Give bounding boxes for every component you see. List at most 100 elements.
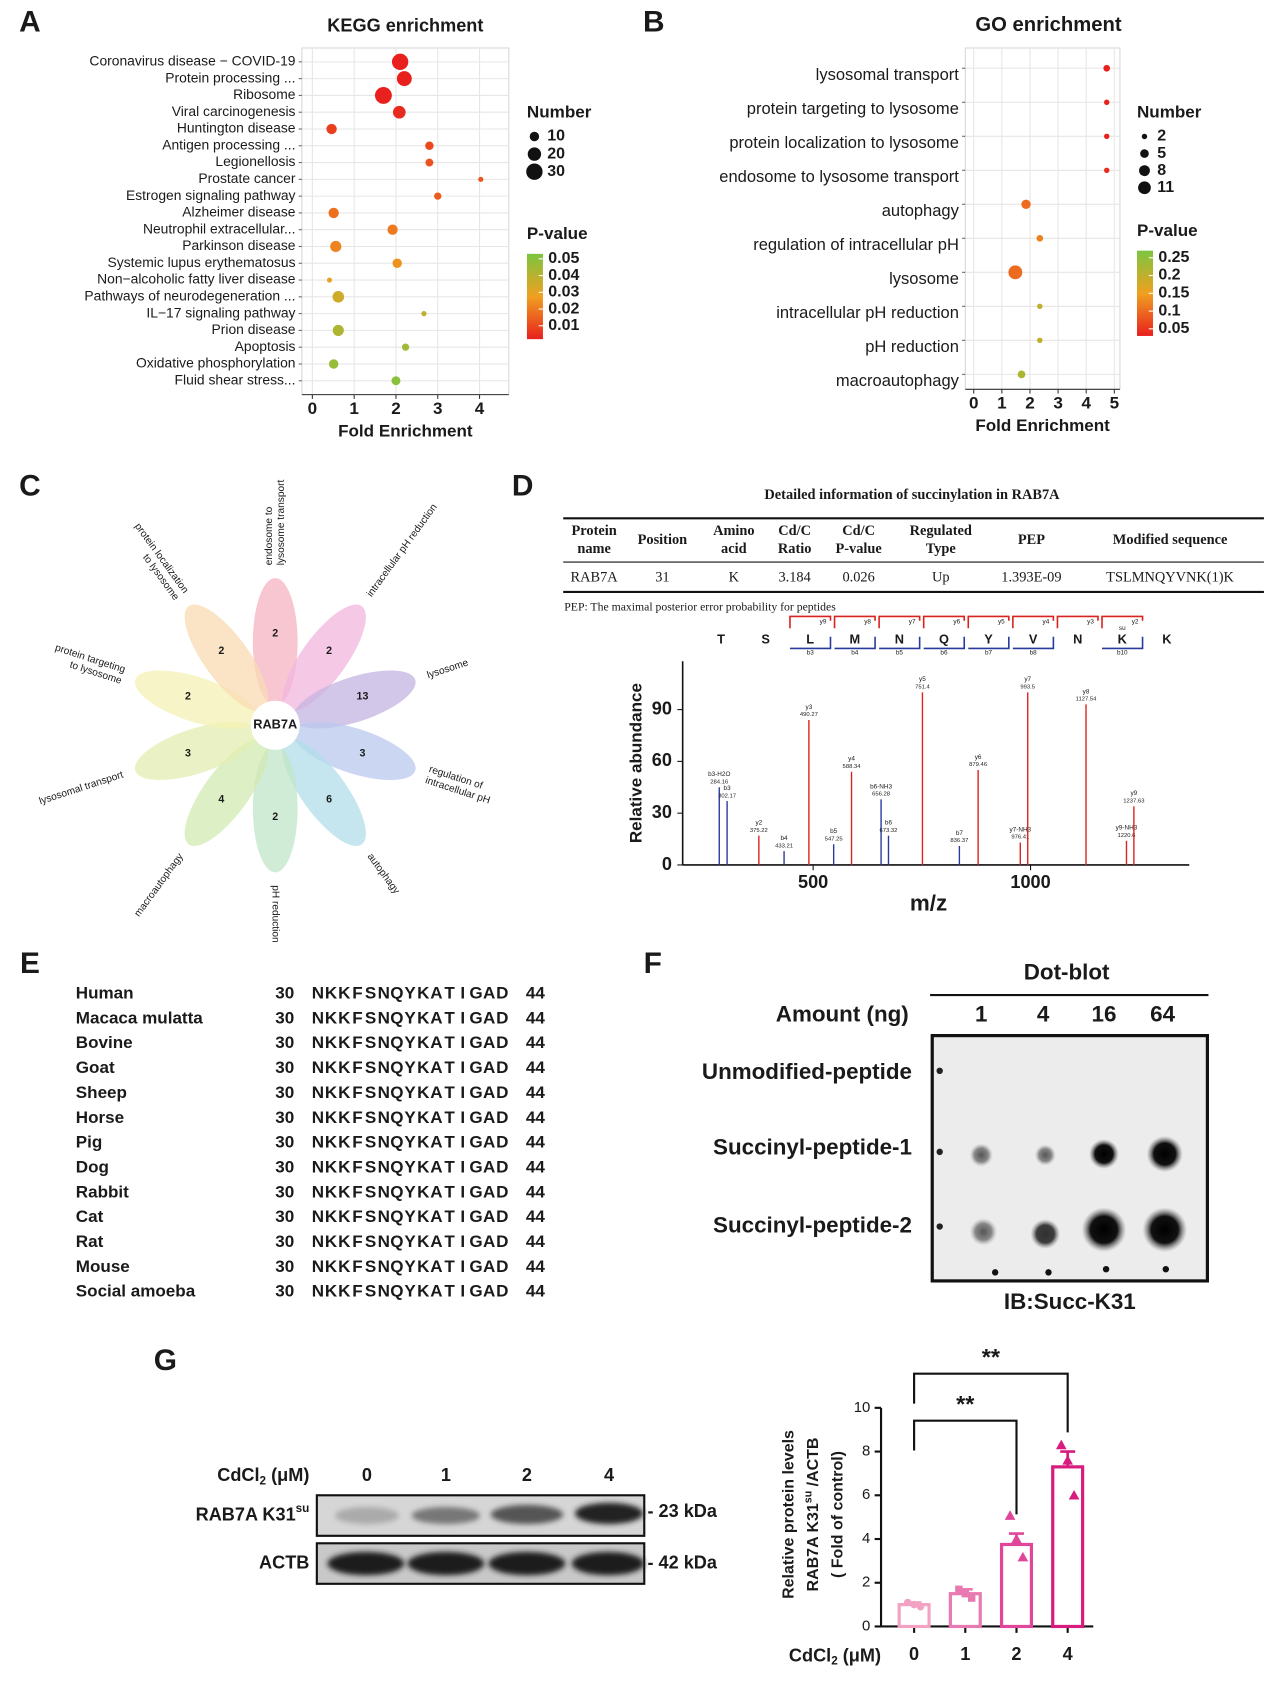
- residue: F: [352, 1182, 362, 1201]
- data-point: [967, 1594, 976, 1602]
- residue: K: [325, 1083, 338, 1102]
- residue: G: [469, 984, 482, 1003]
- residue: K: [417, 1108, 430, 1127]
- colorbar-label: 0.25: [1158, 249, 1189, 266]
- residue: N: [312, 1133, 324, 1152]
- residue: A: [430, 1182, 442, 1201]
- residue: K: [338, 1282, 351, 1301]
- label-part: (μM): [838, 1645, 881, 1665]
- category-label: Prostate cancer: [198, 170, 295, 186]
- table-cell: 31: [655, 569, 669, 585]
- dot: [391, 53, 409, 71]
- x-tick-label: 0: [909, 1644, 919, 1664]
- residue: A: [483, 1008, 495, 1027]
- category-label: Pathways of neurodegeneration ...: [84, 287, 295, 303]
- residue: K: [417, 1207, 430, 1226]
- residue: A: [483, 1282, 495, 1301]
- label-part: RAB7A K31: [196, 1504, 296, 1524]
- blot-dot: [1142, 1207, 1188, 1253]
- dot: [330, 240, 342, 253]
- y-tick-label: 0: [862, 1617, 870, 1634]
- antibody-label: IB:Succ-K31: [1004, 1289, 1136, 1314]
- x-tick-label: 5: [1110, 394, 1119, 413]
- y-ion-label: y3: [1087, 618, 1094, 625]
- peak-mz-label: 751.4: [915, 685, 930, 691]
- residue: I: [460, 1207, 465, 1226]
- sequence-start: 30: [275, 1182, 294, 1201]
- residue: K: [325, 1157, 338, 1176]
- residue: Q: [390, 1083, 403, 1102]
- b-ion-bracket: [923, 636, 966, 650]
- residue: A: [430, 1133, 442, 1152]
- species-name: Rat: [76, 1232, 104, 1251]
- label-superscript: su: [802, 1491, 814, 1503]
- data-point: [1017, 1551, 1029, 1562]
- y-ion-bracket: [1056, 615, 1099, 629]
- size-legend-label: 30: [547, 163, 565, 180]
- species-name: Goat: [76, 1058, 115, 1077]
- dot: [332, 324, 344, 336]
- residue: G: [469, 1157, 482, 1176]
- x-tick-label: 1: [349, 399, 358, 418]
- residue: A: [483, 1157, 495, 1176]
- residue: Y: [404, 1157, 416, 1176]
- y-tick-label: 90: [652, 698, 672, 718]
- panel-letter: G: [154, 1344, 177, 1377]
- category-label: Legionellosis: [215, 153, 295, 169]
- blot-speck: [936, 1223, 943, 1230]
- data-point: [955, 1585, 963, 1594]
- blot-row-label: Unmodified-peptide: [702, 1059, 912, 1084]
- b-ion-label: b7: [985, 649, 993, 656]
- blot-dot: [1089, 1139, 1119, 1169]
- residue: N: [312, 1108, 324, 1127]
- sequence-residue: K: [1118, 631, 1128, 646]
- category-label: IL−17 signaling pathway: [146, 304, 295, 320]
- category-label: Parkinson disease: [182, 237, 296, 253]
- residue: I: [460, 984, 465, 1003]
- size-legend-label: 10: [547, 128, 565, 145]
- peak-mz-label: 1220.6: [1118, 833, 1136, 839]
- x-axis-label: Fold Enrichment: [338, 421, 473, 440]
- residue: G: [469, 1232, 482, 1251]
- dot: [332, 291, 345, 303]
- size-legend-title: Number: [527, 103, 592, 122]
- sequence-start: 30: [275, 1232, 294, 1251]
- residue: G: [469, 1008, 482, 1027]
- residue: Y: [404, 1282, 416, 1301]
- y-ion-bracket: [833, 615, 876, 629]
- species-name: Horse: [76, 1108, 124, 1127]
- residue: K: [417, 1157, 430, 1176]
- peak-ion-label: y4: [848, 756, 855, 763]
- blot-dot: [1034, 1144, 1056, 1166]
- bar: [999, 1542, 1034, 1629]
- x-tick-label: 3: [1053, 394, 1062, 413]
- residue: N: [378, 1008, 390, 1027]
- residue: Q: [390, 1257, 403, 1276]
- residue: A: [430, 1083, 442, 1102]
- category-label: Coronavirus disease − COVID-19: [89, 53, 295, 69]
- peak-ion-label: y7-NH3: [1009, 826, 1031, 833]
- blot-title: Dot-blot: [1024, 960, 1110, 985]
- dot: [1037, 337, 1043, 344]
- table-header: Modified sequence: [1113, 532, 1228, 548]
- category-label: Oxidative phosphorylation: [136, 355, 295, 371]
- petal-label: macroautophagy: [133, 851, 187, 919]
- residue: A: [483, 1058, 495, 1077]
- y-axis-label: Relative protein levels RAB7A K31su /ACT…: [781, 1430, 847, 1599]
- colorbar-label: 0.03: [548, 284, 579, 301]
- residue: Q: [390, 1157, 403, 1176]
- x-tick-label: 1000: [1010, 872, 1050, 892]
- residue: N: [312, 1282, 324, 1301]
- residue: T: [444, 1232, 455, 1251]
- residue: K: [338, 1083, 351, 1102]
- petal-count: 2: [218, 645, 224, 657]
- label-part: CdCl: [789, 1645, 831, 1665]
- residue: S: [365, 1133, 376, 1152]
- x-tick-label: 4: [1081, 394, 1091, 413]
- petal-label-line: intracellular pH reduction: [365, 502, 440, 599]
- petal-label-line: autophagy: [365, 852, 402, 897]
- blot-dot: [1081, 1207, 1127, 1253]
- kda-label: - 23 kDa: [647, 1501, 717, 1521]
- category-label: Alzheimer disease: [182, 204, 296, 220]
- residue: N: [312, 1008, 324, 1027]
